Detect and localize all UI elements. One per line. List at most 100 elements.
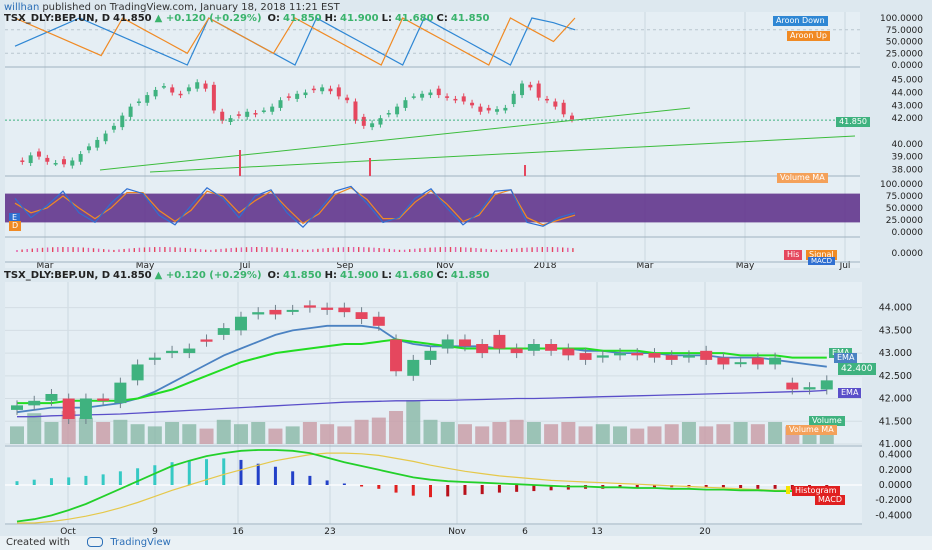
cloud-icon	[87, 537, 104, 547]
top-candle-body	[453, 98, 458, 101]
bottom-close: 41.850	[450, 270, 490, 281]
volume-bar-33	[578, 426, 593, 444]
publish-line: willhan published on TradingView.com, Jan…	[4, 2, 343, 14]
aroon-axis-3: 25.0000	[886, 49, 923, 59]
aroon-up-line	[14, 17, 576, 66]
volume-bar-37	[647, 426, 662, 444]
volume-bar-15	[268, 428, 283, 444]
bottom-price-axis-0: 44.000	[879, 303, 912, 314]
aroon-up-tag: Aroon Up	[787, 31, 830, 41]
macd-hist-bar-9	[170, 462, 174, 485]
top-x-label-7: May	[736, 261, 755, 271]
bottom-price: 41.850	[113, 270, 152, 281]
candle-body-27	[476, 344, 489, 354]
top-candle-body	[270, 106, 275, 112]
candle-body-28	[493, 334, 506, 349]
bottom-x-label-3: 23	[324, 527, 335, 537]
volume-bar-7	[130, 424, 145, 444]
price-axis-3: 42.000	[892, 114, 924, 124]
top-candle-body	[128, 106, 133, 117]
candle-body-31	[545, 344, 558, 351]
macd-hist-bar-1	[32, 479, 36, 485]
top-x-label-8: Jul	[839, 261, 851, 271]
top-volume-ma-tag: Volume MA	[777, 173, 828, 183]
histogram-tag: Histogram	[792, 486, 840, 496]
volume-bar-26	[457, 424, 472, 444]
candle-body-38	[665, 355, 678, 360]
top-candle-body	[461, 96, 466, 102]
stoch-axis-2: 50.0000	[886, 204, 923, 214]
stoch-band	[5, 193, 860, 223]
top-candle-body	[411, 96, 416, 98]
bottom-price-axis-4: 42.000	[879, 394, 912, 405]
top-x-label-1: May	[136, 261, 155, 271]
top-candle-body	[136, 101, 141, 103]
bottom-low: 41.680	[394, 270, 434, 281]
candle-body-6	[114, 382, 127, 404]
top-candle-body	[570, 115, 574, 120]
candle-body-4	[79, 398, 92, 419]
top-candle-body	[45, 157, 50, 162]
candle-body-24	[424, 350, 437, 360]
top-candle-body	[436, 88, 441, 96]
top-symbol[interactable]: TSX_DLY:BEP.UN, D	[4, 13, 111, 24]
signal-tag: Signal	[806, 250, 837, 260]
publisher-link[interactable]: willhan	[4, 2, 40, 13]
macd-axis-0: 0.4000	[879, 450, 912, 461]
macd-hist-bar-7	[136, 468, 140, 485]
top-candle-body	[345, 97, 350, 101]
candle-body-8	[148, 357, 161, 360]
volume-bar-22	[389, 411, 404, 444]
candle-body-23	[407, 359, 420, 376]
bottom-x-label-0: Oct	[60, 527, 76, 537]
tradingview-brand-link[interactable]: TradingView	[110, 537, 171, 548]
price-axis-2: 43.000	[892, 101, 924, 111]
macd-axis-1: 0.2000	[879, 465, 912, 476]
top-candle-body	[261, 110, 266, 112]
price-axis-0: 45.000	[892, 76, 924, 86]
top-candle-body	[186, 87, 191, 92]
macd-axis-4: -0.4000	[875, 510, 912, 521]
candle-body-5	[97, 398, 110, 401]
stoch-axis-1: 75.0000	[886, 192, 923, 202]
macd-last-marker	[786, 486, 790, 494]
volume-bar-17	[302, 422, 317, 444]
bottom-symbol[interactable]: TSX_DLY:BEP.UN, D	[4, 270, 111, 281]
volume-bar-11	[199, 428, 214, 444]
stoch-d-line	[14, 187, 576, 226]
candle-body-47	[820, 380, 833, 390]
top-candle-body	[120, 115, 125, 128]
volume-bar-23	[406, 400, 421, 444]
candle-body-2	[45, 394, 58, 401]
top-candle-body	[211, 84, 216, 111]
volume-bar-24	[423, 419, 438, 444]
top-x-label-3: Sep	[337, 261, 354, 271]
volume-bar-43	[750, 424, 765, 444]
macd-hist-bar-36	[635, 485, 639, 489]
volume-bar-38	[664, 424, 679, 444]
top-candle-body	[511, 93, 516, 105]
aroon-axis-1: 75.0000	[886, 26, 923, 36]
candle-body-15	[269, 309, 282, 315]
top-candle-body	[370, 123, 375, 128]
top-candle-body	[86, 146, 91, 151]
macd-hist-bar-40	[704, 485, 708, 488]
macd-hist-bar-18	[325, 480, 329, 485]
stoch-d-tag: D	[9, 221, 22, 231]
macd-hist-bar-28	[497, 485, 501, 493]
volume-bar-28	[492, 422, 507, 444]
bottom-x-label-7: 20	[699, 527, 711, 537]
top-x-label-4: Nov	[436, 261, 454, 271]
aroon-axis-2: 50.0000	[886, 38, 923, 48]
candle-body-16	[286, 309, 299, 312]
macd-hist-bar-3	[67, 477, 71, 485]
ema-tag-2: EMA	[834, 353, 858, 363]
volume-bar-6	[113, 419, 128, 444]
top-candle-body	[311, 88, 316, 91]
top-open: 41.850	[283, 13, 322, 24]
top-candle-body	[236, 114, 241, 116]
stoch-k-tag: E	[9, 213, 21, 223]
trend-line-2	[149, 135, 856, 173]
stoch-axis-0: 100.0000	[880, 180, 923, 190]
